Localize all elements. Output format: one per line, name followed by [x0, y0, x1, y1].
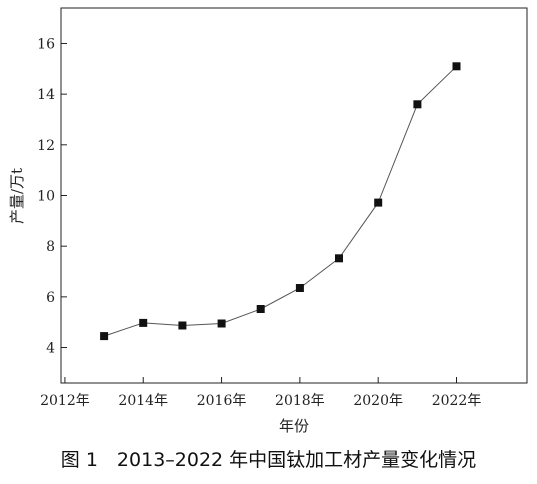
series-line [103, 65, 457, 337]
y-tick-label: 14 [37, 87, 55, 103]
data-point-marker [295, 284, 304, 292]
x-tick-label: 2020年 [353, 393, 403, 409]
figure-caption: 图 1 2013–2022 年中国钛加工材产量变化情况 [60, 449, 477, 471]
x-axis-title: 年份 [279, 417, 309, 435]
x-tick-label: 2018年 [275, 393, 325, 409]
data-point-marker [100, 332, 109, 341]
chart: 4 6 8 10 12 14 16 2012年 2014年 2016年 2018年 2020年 2022… [8, 7, 528, 435]
y-tick-label: 16 [37, 36, 55, 52]
y-tick-label: 8 [46, 239, 55, 255]
x-tick-label: 2012年 [40, 393, 90, 409]
y-tick-label: 10 [37, 189, 55, 205]
data-point-marker [413, 100, 422, 109]
y-tick-label: 6 [46, 290, 55, 306]
x-tick-label: 2016年 [197, 393, 247, 409]
y-axis-title: 产量/万t [8, 168, 26, 224]
ticks-layer: 4 6 8 10 12 14 16 2012年 2014年 2016年 2018年 2020年 2022… [37, 36, 481, 409]
data-point-marker [217, 319, 226, 328]
data-point-marker [335, 254, 343, 263]
y-tick-label: 4 [46, 341, 55, 357]
data-point-marker [256, 305, 265, 313]
data-point-marker [374, 198, 383, 207]
y-tick-label: 12 [37, 138, 55, 154]
series-layer [100, 62, 461, 341]
data-point-marker [452, 62, 461, 71]
x-tick-label: 2014年 [118, 393, 168, 409]
data-point-marker [139, 318, 148, 327]
x-tick-label: 2022年 [432, 393, 482, 409]
data-point-marker [178, 321, 187, 330]
